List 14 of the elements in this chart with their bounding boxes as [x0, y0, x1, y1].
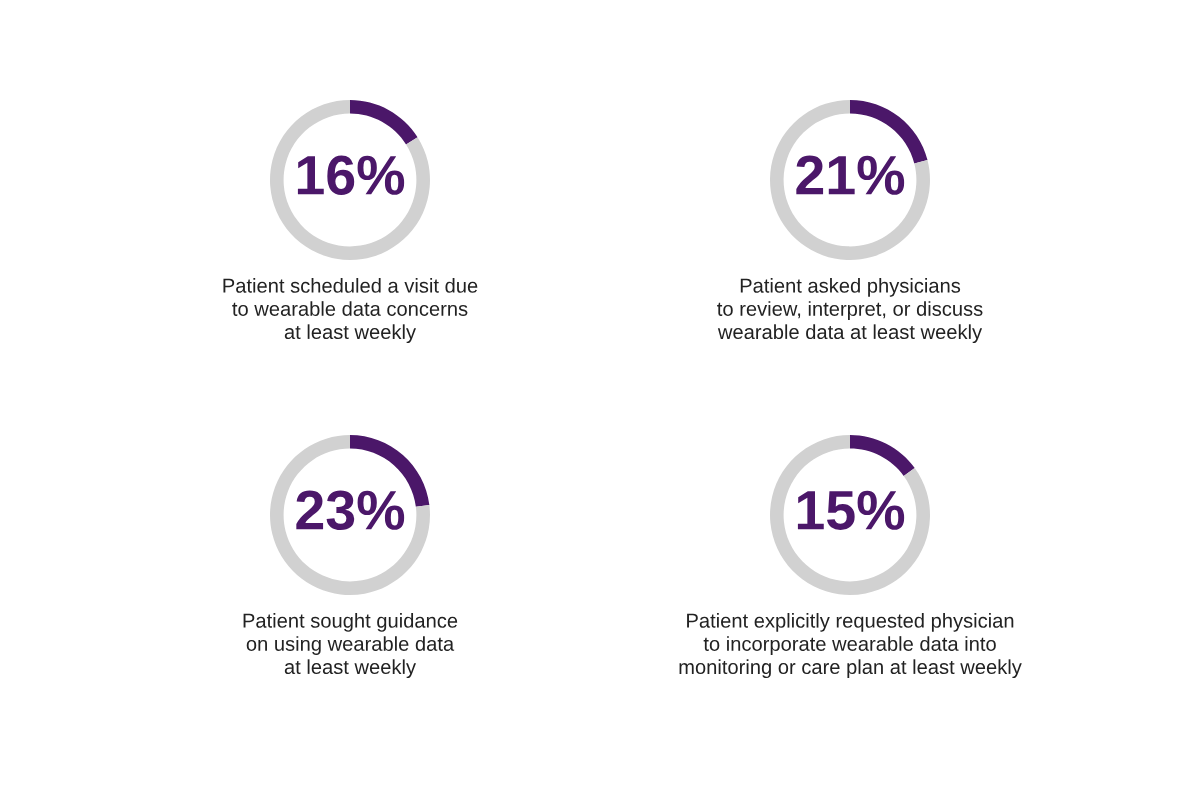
data-label: 23% [296, 490, 405, 530]
text: Patient asked physicians to review, interpret, or discuss wearable data at least weekly [717, 278, 983, 344]
text: Patient explicitly requested physician to incorporate wearable data into monitoring or care plan at least weekly [679, 613, 1022, 679]
donut-slice [270, 100, 430, 260]
text: Patient scheduled a visit due to wearable data concerns at least weekly [223, 278, 478, 344]
donut-slice [850, 435, 915, 476]
text: Patient sought guidance on using wearable data at least weekly [243, 613, 458, 679]
data-label: 21% [796, 155, 905, 195]
data-label: 15% [797, 490, 905, 530]
data-label: 16% [297, 155, 405, 195]
donut-slice [770, 435, 930, 595]
donut-slice [770, 100, 930, 260]
donut-slice [350, 100, 418, 145]
donut-slice [270, 435, 430, 595]
